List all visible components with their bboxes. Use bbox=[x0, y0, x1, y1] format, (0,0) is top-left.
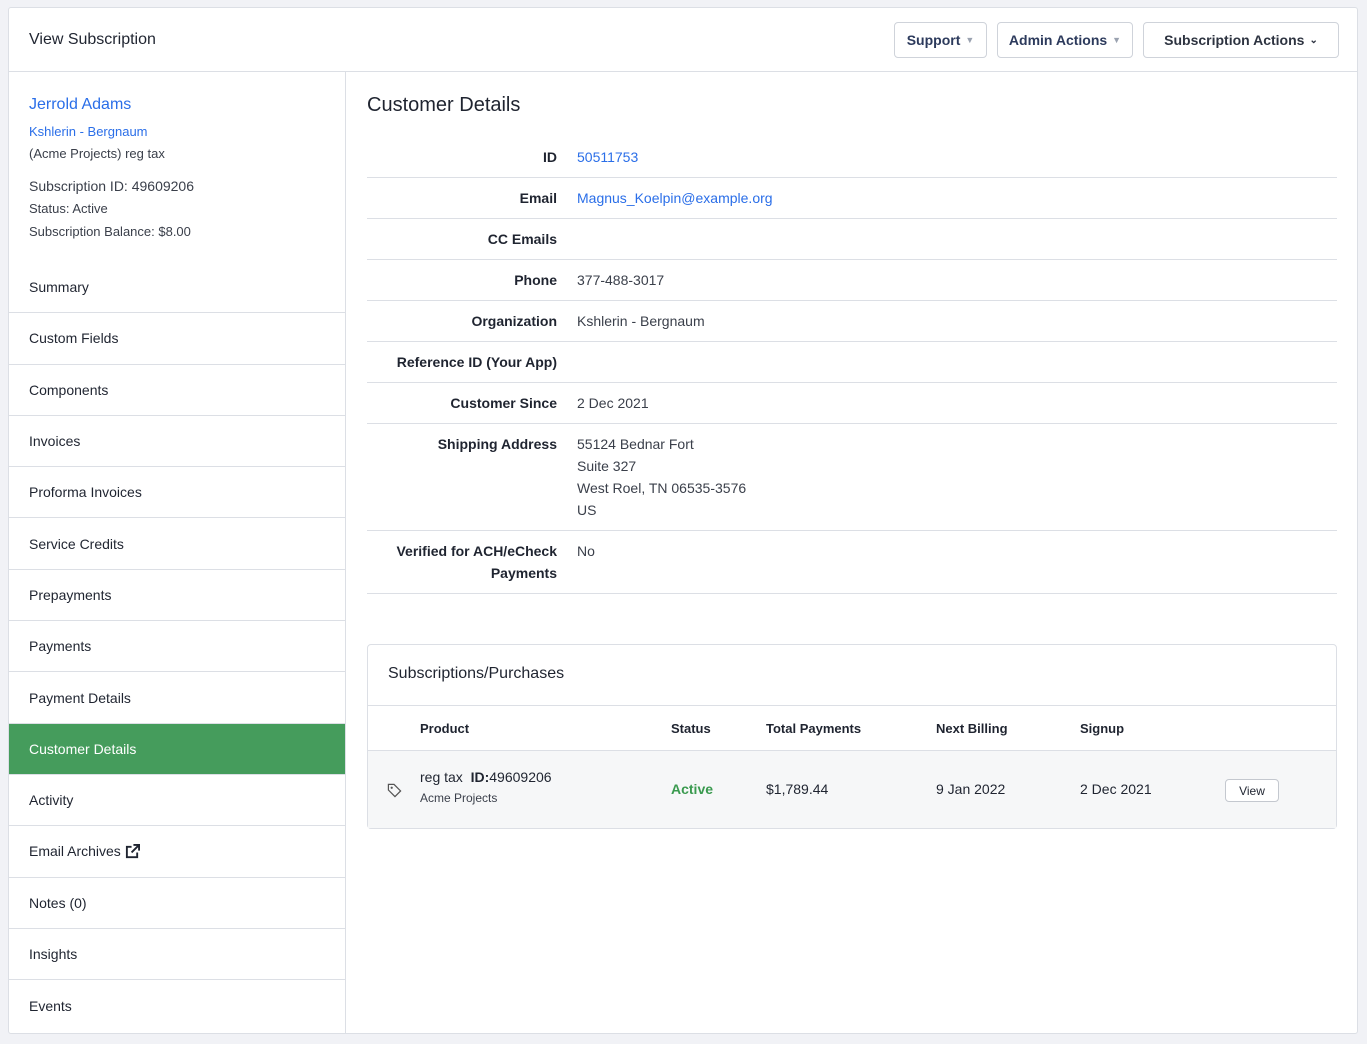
page-header: View Subscription Support ▼ Admin Actions… bbox=[9, 8, 1357, 72]
customer-name-link[interactable]: Jerrold Adams bbox=[29, 96, 132, 113]
label: Organization bbox=[471, 313, 557, 329]
product-line: (Acme Projects) reg tax bbox=[29, 146, 165, 161]
value: 2 Dec 2021 bbox=[577, 395, 649, 411]
support-button[interactable]: Support ▼ bbox=[894, 22, 987, 58]
value: 55124 Bednar Fort Suite 327 West Roel, T… bbox=[577, 436, 747, 518]
admin-actions-button[interactable]: Admin Actions ▼ bbox=[997, 22, 1133, 58]
subscription-id: Subscription ID: 49609206 bbox=[29, 178, 194, 194]
subscriptions-panel: Subscriptions/Purchases Product Status T… bbox=[367, 644, 1337, 829]
label: Payments bbox=[29, 638, 92, 655]
sidebar-item-email-archives[interactable]: Email Archives bbox=[9, 826, 345, 878]
caret-down-icon: ▼ bbox=[965, 35, 975, 45]
chevron-down-icon: ⌄ bbox=[1309, 34, 1318, 46]
column-total-payments: Total Payments bbox=[766, 720, 862, 736]
sidebar-item-service-credits[interactable]: Service Credits bbox=[9, 518, 345, 570]
status-badge: Active bbox=[671, 781, 714, 797]
label: Customer Since bbox=[450, 395, 557, 411]
label: Insights bbox=[29, 946, 78, 962]
sidebar: Jerrold Adams Kshlerin - Bergnaum (Acme … bbox=[9, 72, 346, 1033]
page-title: View Subscription bbox=[29, 31, 156, 48]
label: Summary bbox=[29, 279, 89, 296]
tag-icon bbox=[387, 783, 402, 798]
sidebar-item-payments[interactable]: Payments bbox=[9, 621, 345, 673]
customer-details-list: ID 50511753 Email Magnus_Koelpin@example.o… bbox=[367, 137, 1337, 594]
detail-row-organization: Organization Kshlerin - Bergnaum bbox=[367, 301, 1337, 342]
label: Proforma Invoices bbox=[29, 484, 142, 501]
signup-date: 2 Dec 2021 bbox=[1080, 781, 1152, 797]
table-header: Product Status Total Payments Next Billi… bbox=[368, 706, 1336, 751]
sidebar-item-payment-details[interactable]: Payment Details bbox=[9, 672, 345, 724]
organization-link[interactable]: Kshlerin - Bergnaum bbox=[29, 124, 148, 139]
main-content: Customer Details ID 50511753 Email Magnus_… bbox=[367, 72, 1337, 829]
admin-actions-label: Admin Actions bbox=[1008, 32, 1108, 48]
sidebar-item-customer-details[interactable]: Customer Details bbox=[9, 723, 345, 775]
label: Payment Details bbox=[29, 689, 131, 706]
label: Verified for ACH/eCheck Payments bbox=[396, 543, 557, 581]
sidebar-nav: Summary Custom Fields Components Invoice… bbox=[9, 262, 345, 1031]
value: No bbox=[577, 543, 595, 559]
support-label: Support bbox=[906, 32, 961, 48]
label: Shipping Address bbox=[437, 436, 557, 452]
view-button[interactable]: View bbox=[1225, 779, 1279, 802]
label: Events bbox=[29, 997, 72, 1014]
label: ID bbox=[543, 149, 557, 165]
sidebar-item-insights[interactable]: Insights bbox=[9, 929, 345, 981]
label: Prepayments bbox=[29, 586, 112, 603]
product-family: Acme Projects bbox=[420, 791, 498, 805]
label: Phone bbox=[514, 272, 557, 288]
sidebar-item-summary[interactable]: Summary bbox=[9, 262, 345, 314]
label: CC Emails bbox=[487, 231, 557, 247]
label: Email bbox=[519, 190, 557, 206]
label: Notes (0) bbox=[29, 894, 87, 911]
subscription-actions-label: Subscription Actions bbox=[1164, 32, 1305, 48]
detail-row-customer-since: Customer Since 2 Dec 2021 bbox=[367, 383, 1337, 424]
subscription-actions-button[interactable]: Subscription Actions ⌄ bbox=[1143, 22, 1339, 58]
total-payments: $1,789.44 bbox=[766, 781, 829, 797]
customer-id-link[interactable]: 50511753 bbox=[577, 149, 639, 165]
sidebar-item-activity[interactable]: Activity bbox=[9, 775, 345, 827]
sidebar-item-proforma-invoices[interactable]: Proforma Invoices bbox=[9, 467, 345, 519]
column-status: Status bbox=[671, 720, 711, 736]
label: Customer Details bbox=[29, 740, 137, 757]
value: Kshlerin - Bergnaum bbox=[577, 313, 705, 329]
value: 377-488-3017 bbox=[577, 272, 665, 288]
detail-row-reference-id: Reference ID (Your App) bbox=[367, 342, 1337, 383]
column-next-billing: Next Billing bbox=[936, 720, 1008, 736]
product-name: reg tax bbox=[420, 769, 463, 785]
column-signup: Signup bbox=[1080, 720, 1125, 736]
label: Reference ID (Your App) bbox=[396, 354, 557, 370]
label: Email Archives bbox=[29, 843, 121, 860]
next-billing: 9 Jan 2022 bbox=[936, 781, 1006, 797]
sidebar-item-notes[interactable]: Notes (0) bbox=[9, 878, 345, 929]
detail-row-phone: Phone 377-488-3017 bbox=[367, 260, 1337, 301]
label: Custom Fields bbox=[29, 330, 119, 347]
external-link-icon bbox=[125, 843, 140, 858]
label: Service Credits bbox=[29, 535, 124, 552]
table-row: reg tax ID:49609206 Acme Projects Active … bbox=[368, 751, 1336, 828]
product-cell: reg tax ID:49609206 Acme Projects bbox=[420, 769, 552, 805]
label: Components bbox=[29, 381, 109, 398]
detail-row-email: Email Magnus_Koelpin@example.org bbox=[367, 178, 1337, 219]
subscription-status: Status: Active bbox=[29, 201, 108, 216]
sidebar-item-events[interactable]: Events bbox=[9, 980, 345, 1031]
column-product: Product bbox=[420, 720, 470, 736]
section-title: Customer Details bbox=[367, 94, 521, 116]
email-link[interactable]: Magnus_Koelpin@example.org bbox=[577, 190, 773, 206]
detail-row-id: ID 50511753 bbox=[367, 137, 1337, 178]
label: Invoices bbox=[29, 433, 81, 450]
subscription-card: View Subscription Support ▼ Admin Actions… bbox=[8, 7, 1358, 1034]
sidebar-item-prepayments[interactable]: Prepayments bbox=[9, 570, 345, 622]
detail-row-ach-verified: Verified for ACH/eCheck Payments No bbox=[367, 531, 1337, 594]
subscription-balance: Subscription Balance: $8.00 bbox=[29, 224, 191, 239]
sidebar-item-invoices[interactable]: Invoices bbox=[9, 416, 345, 468]
sidebar-item-custom-fields[interactable]: Custom Fields bbox=[9, 313, 345, 365]
detail-row-cc-emails: CC Emails bbox=[367, 219, 1337, 260]
sidebar-item-components[interactable]: Components bbox=[9, 365, 345, 416]
panel-title: Subscriptions/Purchases bbox=[368, 645, 1336, 706]
detail-row-shipping-address: Shipping Address 55124 Bednar Fort Suite … bbox=[367, 424, 1337, 531]
id-label: ID: bbox=[470, 769, 490, 785]
caret-down-icon: ▼ bbox=[1112, 35, 1122, 45]
label: Activity bbox=[29, 792, 74, 809]
subscription-id: 49609206 bbox=[489, 769, 552, 785]
